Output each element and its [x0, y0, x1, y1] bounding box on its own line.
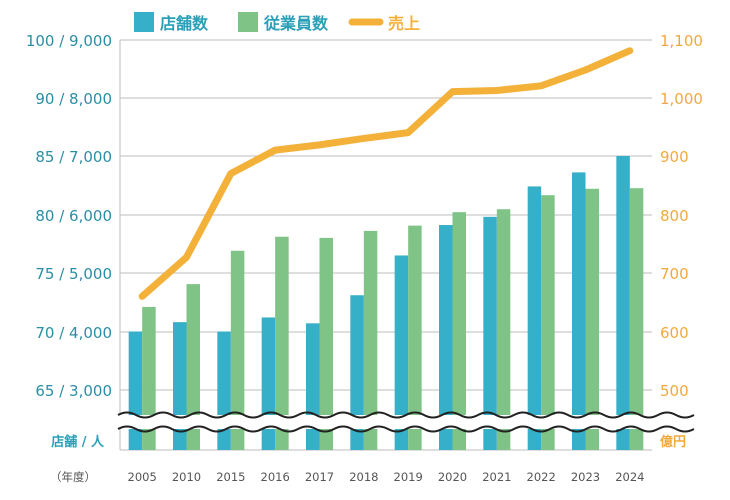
bar-employees-2010	[186, 284, 200, 450]
x-tick-2015: 2015	[216, 470, 245, 484]
x-tick-2022: 2022	[527, 470, 556, 484]
bar-employees-2005	[142, 306, 156, 450]
bar-stores-2020	[439, 225, 453, 450]
bar-employees-2019	[408, 225, 422, 450]
sales-polyline	[138, 47, 634, 300]
axis-break	[117, 411, 695, 433]
x-tick-2018: 2018	[349, 470, 378, 484]
bar-stores-2019	[394, 255, 409, 450]
bar-stores-2023	[572, 172, 586, 450]
legend-label-stores: 店舗数	[160, 14, 209, 33]
left-tick-3: 80 / 6,000	[35, 207, 112, 225]
bar-employees-2018	[363, 230, 378, 450]
x-tick-2020: 2020	[438, 470, 467, 484]
legend-label-sales: 売上	[388, 14, 420, 33]
right-tick-1: 1,000	[660, 90, 703, 108]
bar-stores-2017	[306, 323, 320, 450]
bar-employees-2024	[629, 188, 644, 451]
axes: 100 / 9,000 90 / 8,000 85 / 7,000 80 / 6,00…	[26, 32, 703, 484]
legend: 店舗数 従業員数 売上	[134, 12, 420, 33]
legend-swatch-stores	[134, 12, 154, 32]
break-wave-top	[117, 411, 695, 419]
left-tick-6: 65 / 3,000	[35, 382, 112, 400]
bar-employees-2022	[541, 195, 555, 450]
x-tick-2016: 2016	[261, 470, 290, 484]
break-wave-bottom	[117, 425, 695, 433]
bar-employees-2023	[585, 188, 599, 450]
left-unit-label: 店舗 / 人	[51, 434, 105, 450]
bar-employees-2017	[319, 237, 333, 450]
bar-employees-2016	[275, 236, 289, 450]
left-tick-1: 90 / 8,000	[35, 90, 112, 108]
right-tick-4: 700	[660, 265, 689, 283]
bar-stores-2016	[261, 317, 276, 450]
bar-stores-2018	[350, 295, 364, 450]
bar-stores-2021	[483, 216, 497, 450]
legend-label-employees: 従業員数	[263, 14, 329, 33]
right-unit-label: 億円	[660, 434, 686, 450]
left-tick-4: 75 / 5,000	[35, 265, 112, 283]
left-tick-2: 85 / 7,000	[35, 148, 112, 166]
bar-employees-2015	[230, 250, 245, 450]
bar-stores-2024	[616, 156, 630, 450]
bar-stores-2022	[527, 186, 542, 451]
left-tick-5: 70 / 4,000	[35, 324, 112, 342]
bars	[128, 156, 644, 451]
bar-employees-2021	[496, 209, 511, 450]
x-tick-2021: 2021	[482, 470, 511, 484]
right-tick-5: 600	[660, 324, 689, 342]
x-tick-2017: 2017	[305, 470, 334, 484]
bar-stores-2005	[128, 331, 143, 450]
x-tick-2019: 2019	[394, 470, 423, 484]
sales-line	[138, 47, 634, 300]
right-tick-3: 800	[660, 207, 689, 225]
x-unit-label: （年度）	[50, 470, 96, 484]
x-tick-2010: 2010	[172, 470, 201, 484]
legend-swatch-employees	[238, 12, 258, 32]
right-tick-6: 500	[660, 382, 689, 400]
bar-employees-2020	[452, 212, 466, 450]
x-tick-2023: 2023	[571, 470, 600, 484]
x-tick-2005: 2005	[128, 470, 157, 484]
right-tick-2: 900	[660, 148, 689, 166]
x-tick-2024: 2024	[615, 470, 644, 484]
right-tick-0: 1,100	[660, 32, 703, 50]
left-tick-0: 100 / 9,000	[26, 32, 112, 50]
